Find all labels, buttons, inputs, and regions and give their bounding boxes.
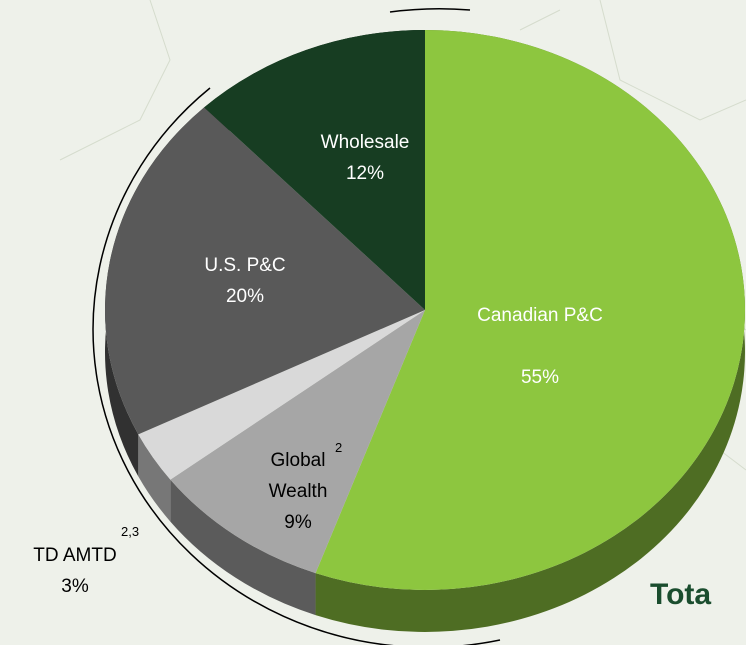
map-background: [59, 0, 746, 471]
outline-arc: [92, 87, 501, 645]
slice: [138, 310, 426, 480]
slice-label: Canadian P&C: [477, 305, 603, 326]
slice-side: [170, 479, 316, 616]
slice-label: TD AMTD: [33, 545, 117, 566]
slice: [170, 310, 425, 574]
slice: [104, 107, 425, 435]
slice: [204, 30, 425, 310]
value-label: 12%: [345, 163, 385, 184]
outline-arc: [389, 8, 471, 13]
footnote: 2: [335, 440, 343, 455]
value-label: 3%: [61, 576, 89, 597]
value-label: 55%: [520, 367, 560, 388]
value-label: 20%: [225, 286, 265, 307]
slice-label: U.S. P&C: [204, 255, 286, 276]
value-label: 9%: [284, 512, 312, 533]
annotation: Tota: [650, 578, 712, 611]
pie-tops: [104, 30, 745, 590]
slice-label: Wholesale: [320, 132, 410, 153]
footnote: 2,3: [121, 524, 140, 539]
slice-label: Global Wealth: [268, 450, 328, 502]
slice: [315, 30, 745, 590]
slice-side: [138, 434, 171, 522]
